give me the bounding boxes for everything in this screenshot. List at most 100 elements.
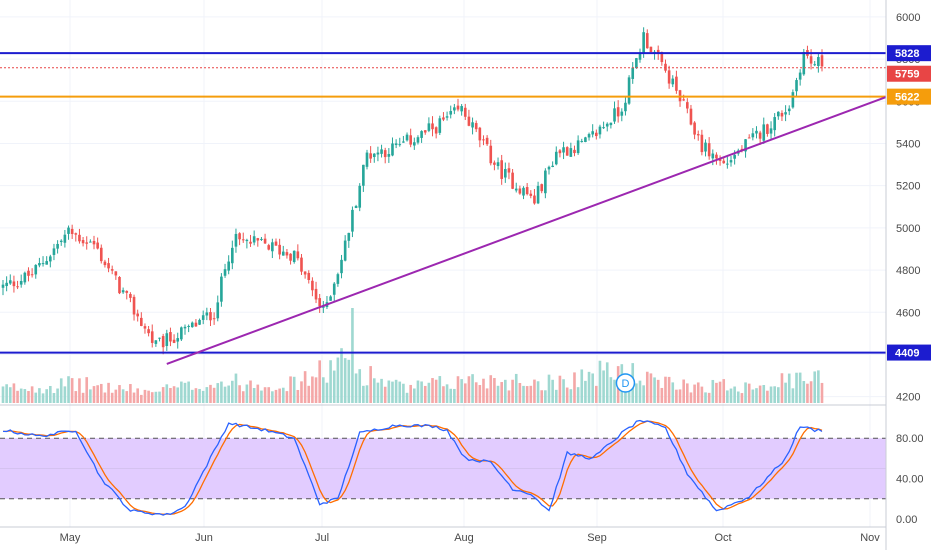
candle-body xyxy=(504,169,507,178)
candle-body xyxy=(63,234,67,243)
price-tick-label: 5400 xyxy=(896,138,920,150)
volume-bar xyxy=(274,389,278,403)
candle-body xyxy=(664,63,667,71)
candle-body xyxy=(129,294,132,298)
volume-bar xyxy=(565,387,569,403)
candle-body xyxy=(511,172,514,189)
volume-bar xyxy=(591,373,594,403)
candle-body xyxy=(463,107,467,117)
volume-bar xyxy=(645,371,649,403)
volume-bar xyxy=(442,386,445,403)
volume-bar xyxy=(180,381,183,403)
volume-bar xyxy=(667,376,671,403)
volume-bar xyxy=(587,371,591,403)
volume-bar xyxy=(493,378,496,403)
volume-bar xyxy=(362,385,365,403)
dividend-marker-label: D xyxy=(621,378,629,390)
volume-bar xyxy=(638,380,642,403)
volume-bar xyxy=(558,375,562,403)
volume-bar xyxy=(1,386,5,403)
volume-bar xyxy=(453,388,456,403)
volume-bar xyxy=(744,382,747,403)
volume-bar xyxy=(463,383,467,403)
volume-bar xyxy=(311,376,314,403)
candle-body xyxy=(747,137,751,139)
candle-body xyxy=(784,112,787,115)
volume-bar xyxy=(161,387,165,403)
candle-body xyxy=(431,123,434,130)
volume-bar xyxy=(205,387,209,403)
volume-bar xyxy=(369,366,372,403)
price-badge-label: 5622 xyxy=(895,92,919,104)
price-tick-label: 4800 xyxy=(896,265,920,277)
volume-bar xyxy=(234,373,238,403)
volume-bar xyxy=(107,382,110,403)
candle-body xyxy=(514,188,518,191)
candle-body xyxy=(416,137,420,143)
volume-bar xyxy=(172,386,176,403)
candle-body xyxy=(780,112,784,117)
candle-body xyxy=(194,322,198,327)
candle-body xyxy=(693,122,696,135)
candle-body xyxy=(700,134,704,153)
volume-bar xyxy=(252,387,256,403)
volume-bar xyxy=(103,392,107,403)
volume-bar xyxy=(642,385,645,403)
volume-bar xyxy=(722,379,726,403)
volume-bar xyxy=(267,387,271,403)
candle-body xyxy=(518,188,522,194)
candle-body xyxy=(478,127,482,141)
volume-bar xyxy=(99,383,103,403)
candle-body xyxy=(147,329,150,334)
candle-body xyxy=(263,238,267,244)
volume-bar xyxy=(576,387,580,403)
month-tick-label: Aug xyxy=(454,532,474,544)
candle-body xyxy=(49,256,52,262)
candle-body xyxy=(791,92,795,108)
volume-bar xyxy=(736,391,740,403)
candle-body xyxy=(365,152,369,167)
candle-body xyxy=(180,327,183,340)
volume-bar xyxy=(52,393,56,403)
volume-bar xyxy=(405,392,409,403)
volume-bar xyxy=(802,381,806,403)
volume-bar xyxy=(74,391,78,403)
volume-bar xyxy=(154,391,158,403)
volume-bar xyxy=(70,378,74,403)
candle-body xyxy=(656,49,660,54)
volume-bar xyxy=(806,383,809,403)
candle-body xyxy=(642,32,645,54)
candle-body xyxy=(220,276,223,302)
candle-body xyxy=(143,326,147,329)
volume-bar xyxy=(27,391,30,403)
volume-bar xyxy=(609,377,613,403)
volume-bar xyxy=(416,380,420,403)
month-tick-label: May xyxy=(60,532,81,544)
candle-body xyxy=(547,166,551,170)
volume-bar xyxy=(482,378,485,403)
candle-body xyxy=(1,284,5,288)
candle-body xyxy=(609,122,613,126)
candle-body xyxy=(467,116,471,126)
candle-body xyxy=(45,261,48,265)
candle-body xyxy=(398,144,402,146)
volume-bar xyxy=(656,379,660,403)
volume-bar xyxy=(220,381,223,403)
candle-body xyxy=(405,134,409,141)
volume-bar xyxy=(314,377,318,403)
candle-body xyxy=(631,67,635,79)
volume-bar xyxy=(241,391,245,403)
volume-bar xyxy=(380,378,383,403)
candle-body xyxy=(522,187,525,196)
candle-body xyxy=(140,317,143,326)
volume-bar xyxy=(347,359,351,403)
volume-bar xyxy=(409,384,412,403)
candle-body xyxy=(773,117,776,131)
price-badge-label: 5759 xyxy=(895,69,919,81)
dividend-marker-circle xyxy=(615,373,636,393)
volume-bar xyxy=(777,387,780,403)
volume-bar xyxy=(289,376,292,403)
candle-body xyxy=(489,145,493,164)
volume-bar xyxy=(238,385,241,403)
volume-bar xyxy=(660,387,664,403)
